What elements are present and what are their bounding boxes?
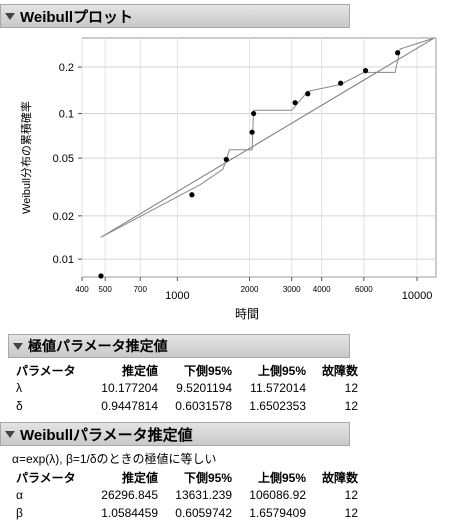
y-tick-label: 0.2 (59, 62, 74, 74)
table-row: α 26296.845 13631.239 106086.92 12 (10, 486, 364, 504)
y-axis-label: Weibull分布の累積確率 (19, 101, 33, 214)
weibull-plot: 0.01 0.02 0.05 0.1 0.2 400 500 700 1000 2000 3000 4… (0, 28, 452, 328)
x-tick-label: 400 (75, 285, 89, 294)
x-tick-label: 3000 (283, 285, 301, 294)
y-tick-label: 0.02 (53, 211, 74, 223)
col-header: 上側95% (257, 364, 306, 378)
weibull-plot-title: Weibullプロット (20, 8, 134, 26)
col-header: パラメータ (16, 364, 76, 378)
extreme-params-table: パラメータ 推定値 下側95% 上側95% 故障数 λ 10.177204 9.… (10, 362, 364, 415)
weibull-plot-svg: 0.01 0.02 0.05 0.1 0.2 400 500 700 1000 2000 3000 4… (19, 37, 437, 321)
lower-95: 0.6059742 (175, 506, 232, 520)
weibull-params-table: パラメータ 推定値 下側95% 上側95% 故障数 α 26296.845 13… (10, 469, 364, 522)
estimate: 1.0584459 (101, 506, 158, 520)
table-row: δ 0.9447814 0.6031578 1.6502353 12 (10, 397, 364, 415)
col-header: 故障数 (321, 471, 358, 485)
extreme-params-header[interactable]: 極値パラメータ推定値 (8, 334, 350, 358)
y-tick-label: 0.1 (59, 109, 74, 121)
x-tick-label: 500 (99, 285, 113, 294)
param-name: β (16, 506, 23, 520)
x-axis-label: 時間 (235, 307, 259, 321)
x-tick-label: 10000 (402, 290, 433, 302)
col-header: 下側95% (183, 471, 232, 485)
x-tick-label: 6000 (355, 285, 373, 294)
extreme-params-title: 極値パラメータ推定値 (28, 338, 168, 354)
upper-95: 11.572014 (250, 381, 306, 395)
lower-95: 9.5201194 (176, 381, 232, 395)
table-header-row: パラメータ 推定値 下側95% 上側95% 故障数 (10, 469, 364, 486)
data-point (362, 68, 369, 74)
data-point (249, 129, 255, 135)
weibull-params-title: Weibullパラメータ推定値 (20, 426, 193, 444)
plot-frame (81, 37, 437, 278)
estimate: 26296.845 (101, 488, 158, 502)
y-tick-label: 0.05 (53, 153, 74, 165)
data-point (223, 156, 229, 163)
data-point (305, 91, 311, 97)
weibull-params-header[interactable]: Weibullパラメータ推定値 (0, 422, 350, 446)
table-row: β 1.0584459 0.6059742 1.6579409 12 (10, 504, 364, 522)
x-tick-label: 2000 (241, 285, 259, 294)
upper-95: 1.6502353 (249, 399, 306, 413)
disclosure-triangle-icon[interactable] (13, 342, 23, 350)
estimate: 10.177204 (101, 381, 158, 395)
disclosure-triangle-icon[interactable] (5, 12, 15, 20)
data-point (250, 110, 257, 117)
col-header: 推定値 (121, 364, 158, 378)
x-tick-label: 1000 (165, 290, 189, 302)
fit-line (100, 37, 435, 238)
data-point (395, 50, 401, 56)
table-header-row: パラメータ 推定値 下側95% 上側95% 故障数 (10, 362, 364, 379)
param-name: δ (16, 399, 23, 413)
weibull-params-note: α=exp(λ), β=1/δのときの極値に等しい (12, 452, 217, 466)
col-header: 故障数 (321, 364, 358, 378)
col-header: パラメータ (16, 471, 76, 485)
step-curve (100, 37, 435, 238)
weibull-plot-header[interactable]: Weibullプロット (0, 4, 350, 28)
estimate: 0.9447814 (101, 399, 158, 413)
upper-95: 106086.92 (249, 488, 306, 502)
param-name: λ (16, 381, 22, 395)
table-row: λ 10.177204 9.5201194 11.572014 12 (10, 379, 364, 397)
param-name: α (16, 488, 23, 502)
y-tick-label: 0.01 (53, 254, 74, 266)
failure-count: 12 (344, 399, 358, 413)
data-point (98, 273, 104, 279)
col-header: 推定値 (121, 471, 158, 485)
disclosure-triangle-icon[interactable] (5, 430, 15, 438)
x-tick-label: 700 (134, 285, 148, 294)
col-header: 上側95% (257, 471, 306, 485)
data-point (189, 192, 195, 198)
col-header: 下側95% (183, 364, 232, 378)
failure-count: 12 (344, 488, 358, 502)
failure-count: 12 (344, 381, 358, 395)
data-point (292, 100, 298, 106)
upper-95: 1.6579409 (249, 506, 306, 520)
x-tick-label: 4000 (313, 285, 331, 294)
lower-95: 0.6031578 (175, 399, 232, 413)
failure-count: 12 (344, 506, 358, 520)
lower-95: 13631.239 (175, 488, 232, 502)
data-point (338, 80, 344, 86)
